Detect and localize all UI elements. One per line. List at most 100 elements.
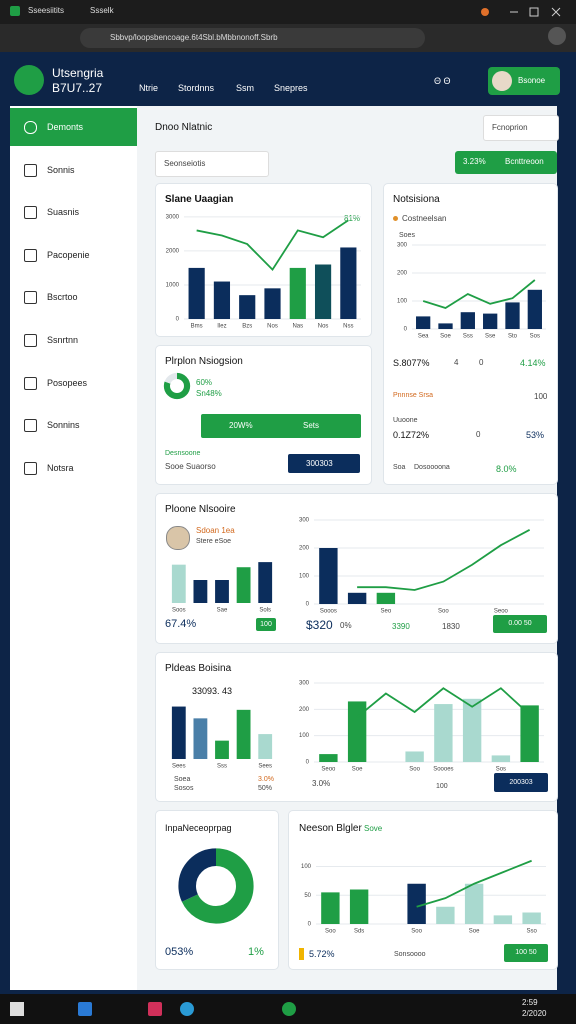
profile-bars: Soos Sae Sols (171, 562, 273, 614)
x-tick-label: Soo (411, 929, 422, 935)
sidebar-item[interactable]: Posopees (47, 377, 88, 388)
app-icon[interactable] (148, 1002, 162, 1016)
role: Stere eSoe (196, 538, 232, 545)
card-title: Pldeas Boisina (165, 663, 232, 674)
app-icon[interactable] (282, 1002, 296, 1016)
nav-item[interactable]: Ssm (236, 83, 254, 93)
x-tick-label: Sooos (320, 609, 337, 615)
line (356, 687, 531, 718)
nav-item[interactable]: Snepres (274, 83, 308, 93)
sidebar-item[interactable]: Sonnis (47, 164, 75, 175)
logo[interactable] (14, 65, 44, 95)
header-icons[interactable]: Θ Θ (434, 76, 451, 86)
filter[interactable]: Fcnoprion (492, 123, 528, 132)
bar (347, 592, 367, 604)
clock-time: 2:59 (522, 998, 538, 1007)
search[interactable]: Seonseiotis (164, 159, 206, 168)
x-tick-label: Soos (172, 608, 186, 614)
bar (436, 906, 455, 924)
bar (483, 313, 498, 329)
x-tick-label: Sto (508, 334, 518, 340)
y-tick-label: 300 (397, 243, 408, 249)
x-tick-label: Sse (485, 334, 496, 340)
bar (171, 564, 186, 603)
address-bar: Sbbvp/loopsbencoage.6t4Sbl.bMbbnonoff.Sb… (0, 24, 576, 52)
card-title: Ploone Nlsooire (165, 504, 236, 515)
row-value: 4 (454, 358, 459, 367)
x-tick-label: Nas (292, 324, 303, 330)
bar (213, 281, 231, 319)
pct-button[interactable]: 3.23% (463, 157, 486, 166)
sidebar-item[interactable]: Bscrtoo (47, 292, 78, 303)
sub: Soes (399, 232, 415, 239)
url-box[interactable] (80, 28, 425, 48)
foot: Sosos (174, 785, 194, 792)
bar-right: Sets (303, 421, 320, 430)
filter-box[interactable]: Fcnoprion (483, 115, 559, 141)
sidebar-item[interactable]: Suasnis (47, 207, 80, 218)
sidebar-icon (24, 291, 37, 305)
x-tick-label: Sea (418, 334, 429, 340)
start-button[interactable] (10, 1002, 24, 1016)
x-tick-label: Sees (172, 764, 186, 770)
row-value: 4.14% (520, 358, 546, 368)
sidebar-item[interactable]: Notsra (47, 462, 74, 473)
bar (215, 580, 229, 603)
sidebar-item[interactable]: Pacopenie (47, 249, 90, 260)
bar (349, 889, 369, 924)
navy-button[interactable]: 300303 (288, 454, 360, 473)
green-button[interactable]: 100 50 (504, 944, 548, 962)
app-icon[interactable] (180, 1002, 194, 1016)
x-tick-label: Sos (530, 334, 540, 340)
x-tick-label: Soo (438, 609, 449, 615)
user-button[interactable]: Bsonoe (488, 67, 560, 95)
progress-bar[interactable]: 20W% Sets (201, 414, 361, 438)
sidebar-icon (24, 419, 37, 433)
clock-date: 2/2020 (522, 1009, 547, 1018)
y-tick-label: 2000 (166, 248, 180, 254)
sidebar-active[interactable] (10, 108, 137, 146)
sidebar-item[interactable]: Sonnins (47, 420, 80, 431)
tab-second[interactable]: Ssselk (90, 6, 114, 15)
x-tick-label: Seoo (494, 609, 509, 615)
y-tick-label: 200 (299, 707, 310, 713)
x-tick-label: Sds (354, 929, 364, 935)
action-button[interactable]: Bcnttreoon (505, 157, 544, 166)
brand-sub: B7U7..27 (52, 81, 103, 95)
bar (314, 264, 332, 319)
row-text: Dosoooona (414, 464, 450, 471)
user-name[interactable]: Bsonoe (518, 76, 546, 85)
y-tick-label: 50 (304, 893, 311, 899)
nav-item[interactable]: Stordnns (178, 83, 215, 93)
navy-button[interactable]: 200303 (494, 773, 548, 792)
tab-title[interactable]: Sseesiitits (28, 6, 65, 15)
window-controls[interactable] (480, 5, 570, 19)
action-pill[interactable]: 3.23% Bcnttreoon (455, 151, 557, 174)
line (196, 219, 349, 272)
mid2: 1830 (442, 622, 460, 631)
nav-item[interactable]: Ntrie (139, 83, 159, 93)
x-tick-label: Sos (496, 767, 506, 773)
app-icon[interactable] (78, 1002, 92, 1016)
button-text[interactable]: 300303 (306, 459, 333, 468)
profile-icon[interactable] (548, 27, 566, 45)
combo-chart: 0 50 100 Soo Sds Soo Soe Sso (301, 859, 546, 935)
avatar (492, 71, 512, 91)
sidebar-item[interactable]: Ssnrtnn (47, 335, 79, 345)
x-tick-label: Soe (440, 334, 451, 340)
bar (340, 247, 357, 319)
card-title: Plrplon Nsiogsion (165, 356, 243, 367)
right: 1% (248, 946, 264, 958)
notes-card: Notsisiona Costneelsan Soes S.8077% 4 0 … (383, 183, 558, 485)
y-tick-label: 0 (306, 602, 310, 608)
green-button[interactable]: 0.00 50 (493, 615, 547, 633)
search-box[interactable]: Seonseiotis (155, 151, 269, 177)
foot-label: Desnsoone (165, 450, 201, 457)
app-header: Utsengria B7U7..27 Ntrie Stordnns Ssm Sn… (0, 52, 576, 106)
url[interactable]: Sbbvp/loopsbencoage.6t4Sbl.bMbbnonoff.Sb… (110, 33, 278, 42)
bar (171, 706, 186, 759)
sidebar-item[interactable]: Demonts (47, 122, 84, 132)
foot: 50% (258, 785, 273, 792)
y-tick-label: 3000 (166, 214, 180, 220)
sidebar-icon (24, 248, 37, 262)
